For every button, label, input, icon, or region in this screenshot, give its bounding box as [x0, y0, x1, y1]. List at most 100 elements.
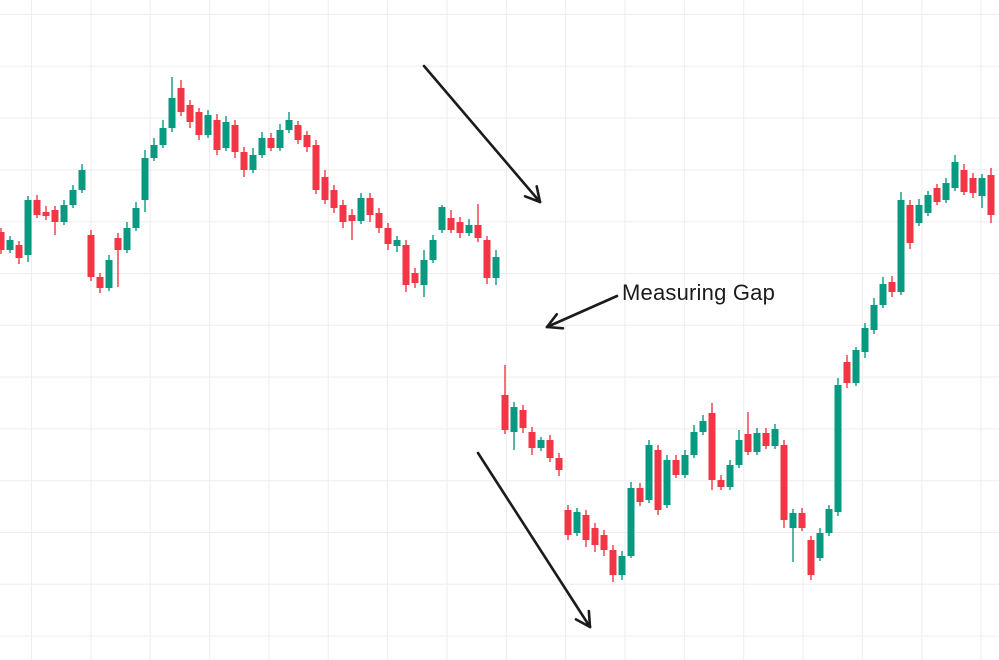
candle-body-down [780, 445, 788, 520]
candle-body-down [609, 550, 617, 575]
candle-body-up [204, 115, 212, 135]
candle-body-down [636, 488, 644, 502]
candle-body-up [825, 509, 833, 533]
measuring-gap-arrow-head [545, 325, 565, 330]
candle-body-down [96, 277, 104, 288]
candle-body-down [564, 510, 572, 535]
candle-body-down [501, 395, 509, 430]
candle-body-up [105, 260, 113, 288]
candle-body-down [555, 458, 563, 470]
candle-body-down [186, 105, 194, 122]
candle-body-up [816, 533, 824, 558]
candle-body-down [960, 170, 968, 192]
candle-body-down [366, 198, 374, 215]
candle-body-up [276, 130, 284, 148]
candle-body-up [690, 432, 698, 455]
candle-body-down [969, 178, 977, 193]
candle-body-up [393, 240, 401, 246]
candle-body-down [177, 88, 185, 112]
candle-body-up [249, 155, 257, 170]
downtrend-arrow-bottom-head [587, 609, 592, 629]
candle-body-down [888, 282, 896, 292]
candle-body-down [843, 362, 851, 383]
candle-body-down [375, 213, 383, 228]
candle-body-up [861, 328, 869, 352]
candle-body-up [771, 429, 779, 446]
candle-body-down [402, 245, 410, 285]
candle-body-up [978, 178, 986, 196]
candle-body-up [951, 162, 959, 188]
candle-body-up [627, 488, 635, 556]
candle-body-up [438, 207, 446, 230]
candle-body-up [6, 240, 14, 250]
candle-body-up [429, 240, 437, 260]
candle-body-up [492, 257, 500, 278]
candle-body-up [285, 120, 293, 130]
candle-body-up [915, 205, 923, 223]
measuring-gap-label: Measuring Gap [622, 280, 776, 305]
candle-body-down [744, 434, 752, 452]
candle-body-down [87, 235, 95, 277]
candle-body-up [357, 198, 365, 221]
candle-body-down [672, 460, 680, 475]
candle-body-up [681, 455, 689, 475]
candle-body-down [339, 205, 347, 222]
candle-body-down [195, 112, 203, 135]
candle-body-up [789, 513, 797, 528]
candle-body-down [348, 215, 356, 221]
candle-body-up [852, 350, 860, 383]
candle-body-down [42, 212, 50, 216]
candle-body-down [591, 528, 599, 545]
measuring-gap-arrow-shaft [545, 294, 619, 329]
candle-body-up [645, 445, 653, 500]
candle-body-down [240, 152, 248, 170]
candle-body-down [906, 205, 914, 243]
candle-body-down [447, 218, 455, 230]
candle-body-down [384, 228, 392, 244]
candle-body-up [726, 465, 734, 487]
candle-body-down [33, 200, 41, 215]
candle-body-down [474, 225, 482, 238]
candle-body-up [510, 407, 518, 432]
candle-body-up [132, 208, 140, 228]
candle-body-up [942, 183, 950, 200]
downtrend-arrow-bottom-shaft [476, 451, 592, 629]
candle-body-down [600, 535, 608, 550]
candle-body-up [663, 460, 671, 505]
candle-body-down [294, 125, 302, 140]
candle-body-up [168, 98, 176, 128]
candle-body-down [15, 245, 23, 258]
candle-body-down [654, 450, 662, 510]
candle-body-up [537, 440, 545, 448]
candle-body-up [141, 158, 149, 200]
candle-body-up [60, 205, 68, 222]
candle-body-up [69, 190, 77, 205]
candle-body-up [897, 200, 905, 292]
candle-body-down [582, 515, 590, 540]
candle-body-down [483, 240, 491, 278]
candle-body-up [258, 138, 266, 155]
downtrend-arrow-top-shaft [422, 64, 542, 204]
candle-body-down [114, 238, 122, 250]
candle-body-down [303, 135, 311, 147]
candle-body-down [213, 120, 221, 150]
candle-body-up [465, 225, 473, 233]
candle-body-up [834, 385, 842, 512]
candle-body-up [420, 260, 428, 285]
candle-body-up [870, 305, 878, 330]
candle-body-up [159, 128, 167, 145]
candle-body-down [411, 273, 419, 283]
candle-body-down [528, 432, 536, 448]
candle-body-down [762, 433, 770, 446]
candle-body-up [735, 440, 743, 465]
candle-body-down [231, 125, 239, 152]
candle-body-down [519, 410, 527, 428]
candle-body-up [753, 433, 761, 452]
candle-body-up [879, 284, 887, 305]
candle-body-down [933, 188, 941, 202]
candle-body-down [0, 232, 5, 250]
candle-body-up [924, 195, 932, 213]
candle-body-up [123, 228, 131, 250]
